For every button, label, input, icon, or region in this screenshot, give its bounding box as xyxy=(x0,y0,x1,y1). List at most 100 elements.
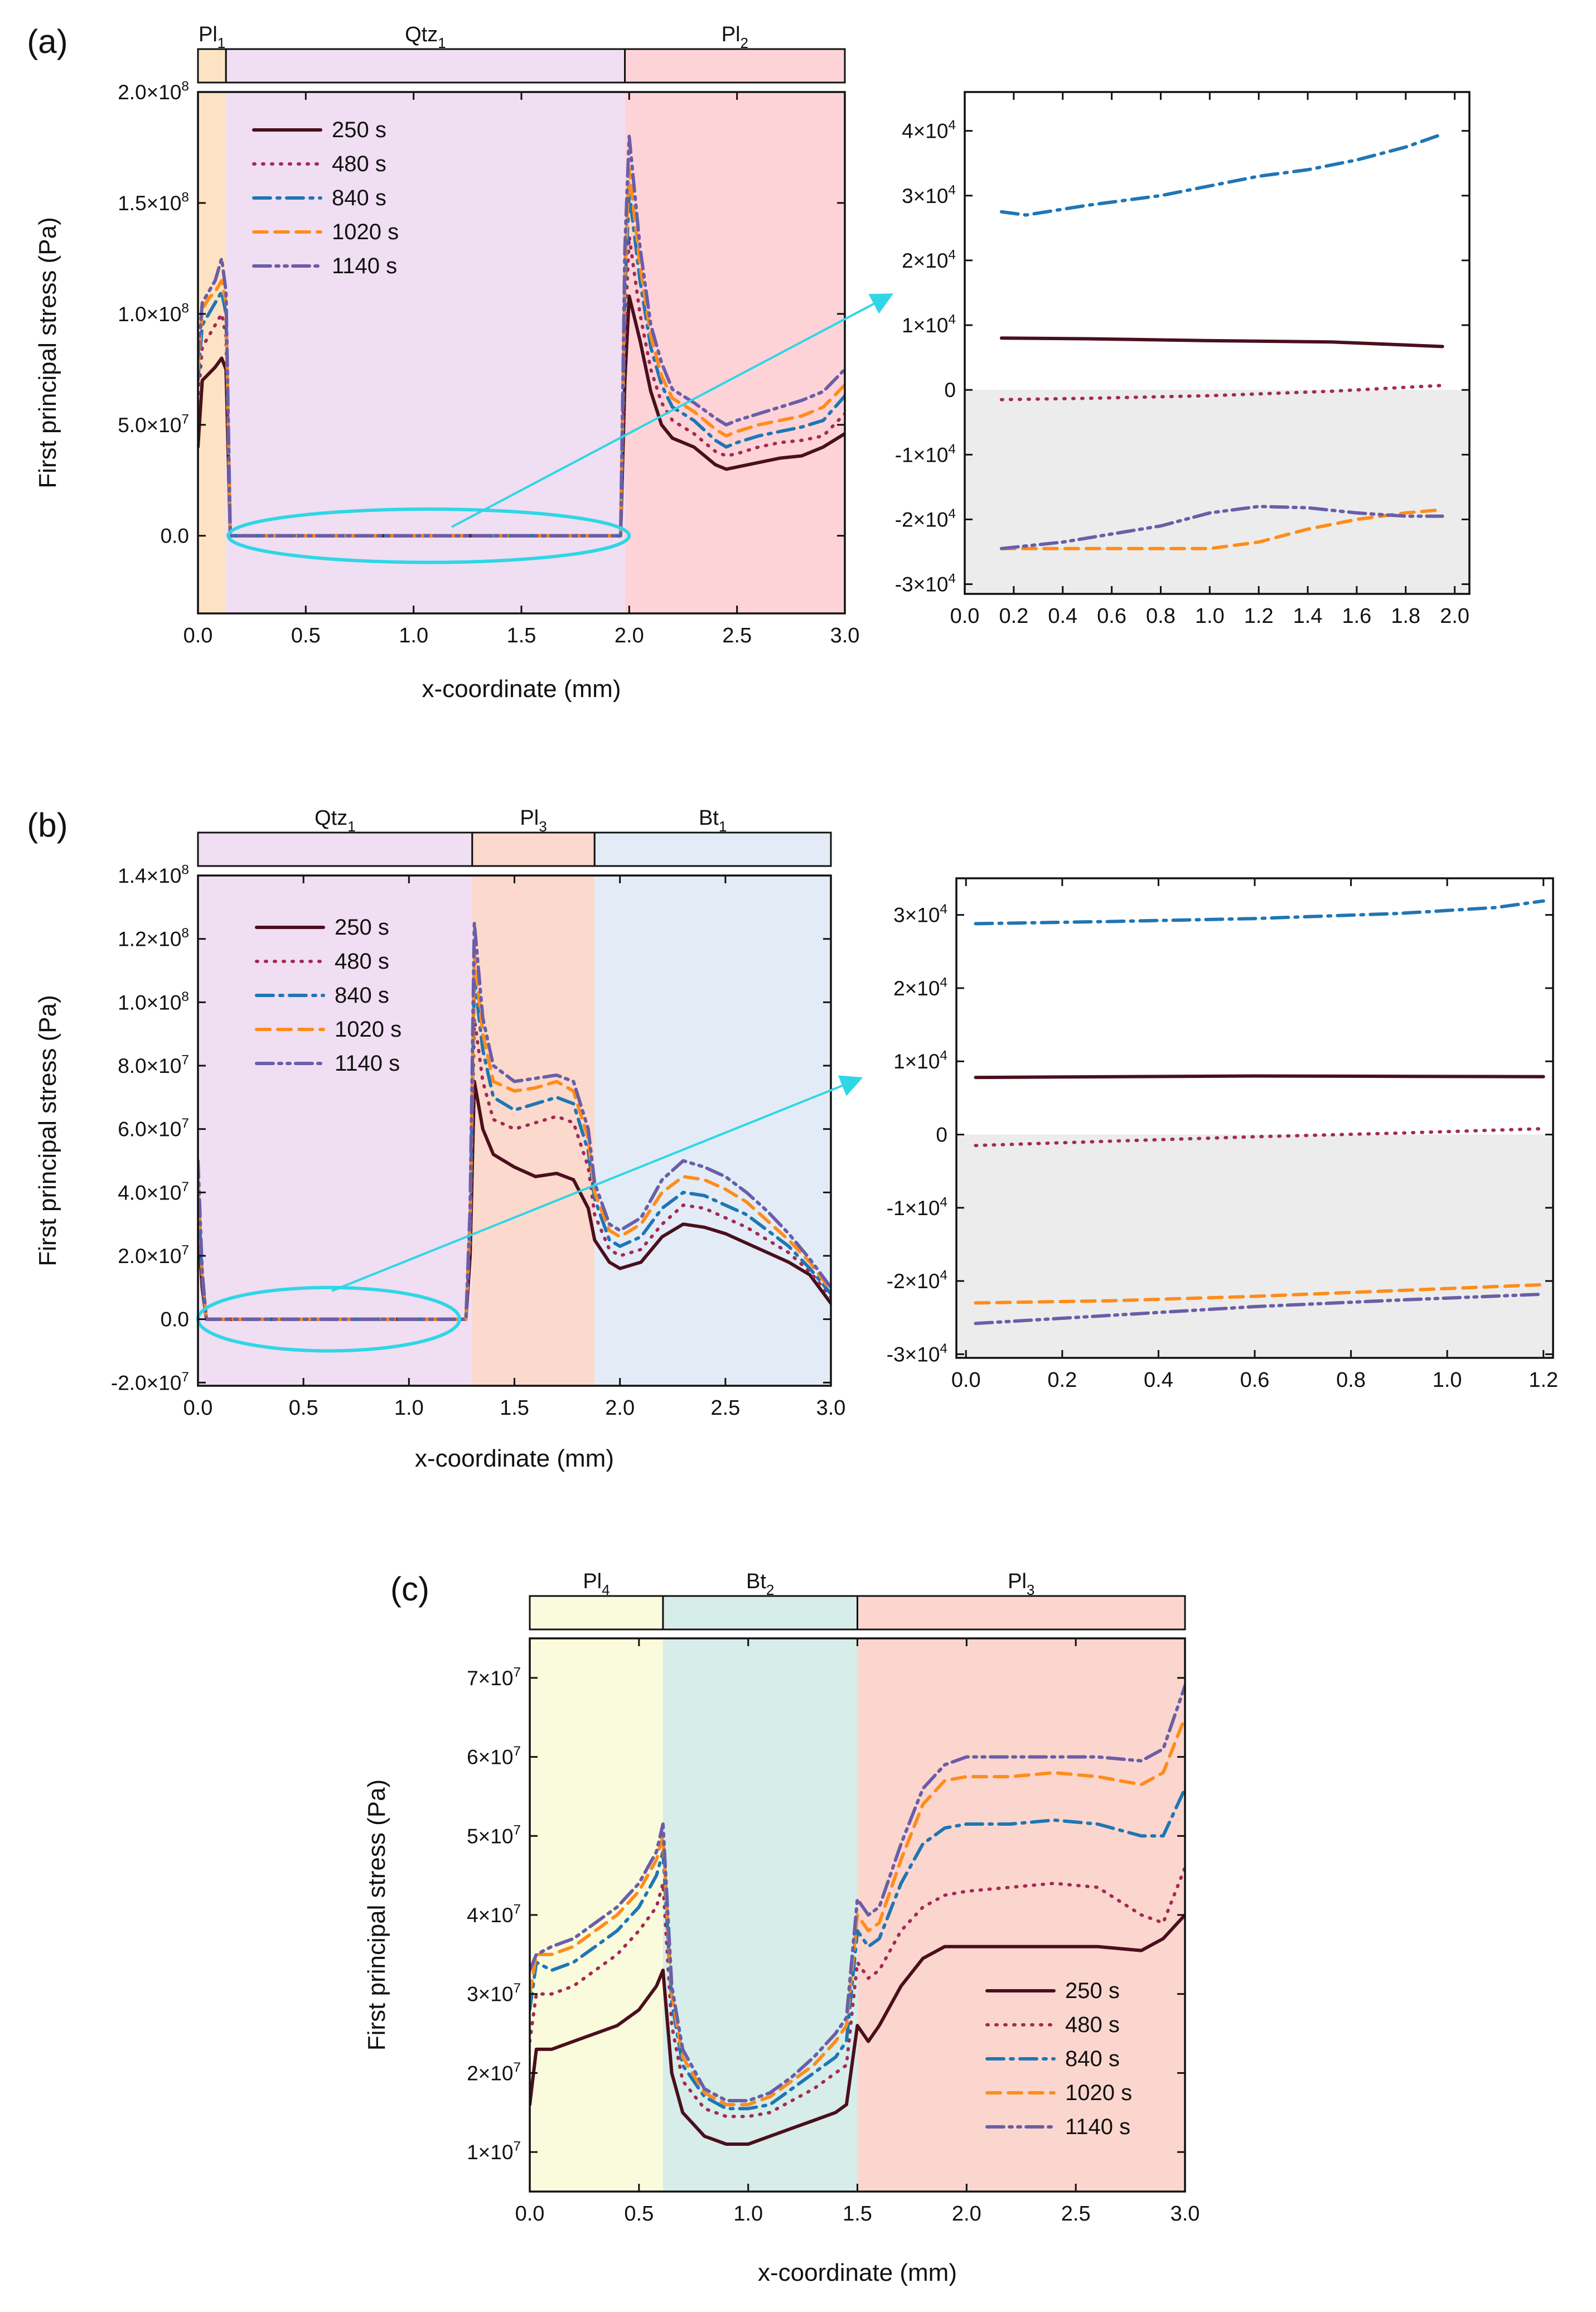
y-tick-label: 3×104 xyxy=(893,902,947,927)
y-tick-label: 4.0×107 xyxy=(118,1179,189,1205)
region-bg-pl4 xyxy=(530,1638,663,2192)
series-line-250s xyxy=(999,336,1444,349)
negative-stress-band xyxy=(965,390,1469,594)
series-line-250s xyxy=(974,1074,1545,1080)
y-tick-label: -1×104 xyxy=(887,1194,947,1220)
panel-letters: (a) (b) (c) xyxy=(27,23,429,1608)
y-tick-label: 0.0 xyxy=(161,1308,189,1331)
x-tick-label: 1.0 xyxy=(399,624,428,647)
y-axis-label: First principal stress (Pa) xyxy=(34,217,61,488)
x-tick-label: 1.2 xyxy=(1244,604,1274,628)
region-label-bt2: Bt2 xyxy=(746,1570,774,1598)
x-tick-label: 0.0 xyxy=(950,604,980,628)
y-tick-label: 1.0×108 xyxy=(118,301,189,326)
y-tick-label: 0 xyxy=(936,1124,947,1147)
region-label-pl3: Pl3 xyxy=(520,806,546,835)
legend-label: 1140 s xyxy=(332,254,397,278)
y-tick-label: -2×104 xyxy=(887,1268,947,1293)
legend-label: 1020 s xyxy=(1065,2081,1132,2105)
series-line-480s xyxy=(198,1016,831,1321)
series-line-250s xyxy=(198,294,845,538)
series-line-840s xyxy=(999,132,1444,217)
y-tick-label: -3×104 xyxy=(887,1341,947,1366)
y-tick-label: 2.0×108 xyxy=(118,79,189,104)
y-tick-label: 5.0×107 xyxy=(118,412,189,437)
region-label-qtz1: Qtz1 xyxy=(405,23,446,51)
region-bar-bt1 xyxy=(593,831,832,867)
series-line-840s xyxy=(198,190,845,538)
y-tick-label: 2.0×107 xyxy=(118,1242,189,1268)
series-line-1020s xyxy=(530,1715,1185,2107)
y-tick-label: 5×107 xyxy=(467,1823,521,1848)
x-tick-label: 1.5 xyxy=(843,2202,872,2226)
x-tick-label: 2.5 xyxy=(722,624,752,647)
y-tick-label: 0.0 xyxy=(161,525,189,548)
series-line-480s xyxy=(974,1127,1545,1148)
x-tick-label: 0.6 xyxy=(1097,604,1126,628)
series-group xyxy=(974,899,1545,1326)
y-tick-label: 1×104 xyxy=(893,1048,947,1073)
x-tick-label: 1.6 xyxy=(1342,604,1371,628)
y-tick-label: 3×104 xyxy=(902,182,956,207)
series-line-1140s xyxy=(198,921,831,1321)
y-tick-label: 0 xyxy=(944,379,956,402)
x-tick-label: 3.0 xyxy=(816,1396,846,1420)
region-bar-pl1 xyxy=(197,48,227,84)
x-axis-label: x-coordinate (mm) xyxy=(758,2259,957,2286)
series-line-480s xyxy=(999,384,1444,402)
series-line-480s xyxy=(198,234,845,538)
panel-letter-a: (a) xyxy=(27,23,67,60)
panel-letter-b: (b) xyxy=(27,806,67,844)
legend-label: 1140 s xyxy=(1065,2115,1130,2139)
panel-c-main-chart: Pl4 Bt2 Pl3 0.0 0.5 1.0 1.5 2.0 2.5 3.0 1×107 2×107… xyxy=(363,1570,1200,2286)
region-bg-qtz1 xyxy=(226,92,625,613)
x-tick-label: 0.4 xyxy=(1144,1368,1173,1392)
x-tick-label: 1.4 xyxy=(1293,604,1323,628)
y-tick-label: 1.4×108 xyxy=(118,862,189,887)
x-tick-label: 2.0 xyxy=(615,624,644,647)
region-bar-qtz1 xyxy=(197,831,473,867)
series-line-1140s xyxy=(974,1292,1545,1326)
legend-label: 480 s xyxy=(335,949,389,974)
legend-label: 840 s xyxy=(332,186,386,210)
zoom-ellipse xyxy=(226,507,631,564)
y-tick-label: 2×104 xyxy=(893,975,947,1000)
y-tick-label: -2×104 xyxy=(895,506,956,531)
series-line-1020s xyxy=(974,1283,1545,1305)
x-tick-label: 2.5 xyxy=(1061,2202,1091,2226)
x-tick-label: 0.5 xyxy=(291,624,321,647)
series-line-1140s xyxy=(999,505,1444,550)
panel-letter-c: (c) xyxy=(390,1570,429,1608)
x-tick-label: 1.0 xyxy=(1433,1368,1462,1392)
y-tick-label: 1.0×108 xyxy=(118,989,189,1014)
panel-b-zoom-chart: 0.0 0.2 0.4 0.6 0.8 1.0 1.2 -3×104 -2×104 -1×104 0… xyxy=(887,877,1558,1392)
legend-label: 840 s xyxy=(1065,2047,1120,2071)
x-tick-label: 1.2 xyxy=(1529,1368,1558,1392)
x-tick-label: 0.2 xyxy=(1047,1368,1077,1392)
zoom-arrow-b xyxy=(331,1075,863,1292)
series-line-1140s xyxy=(198,134,845,538)
y-tick-label: 4×107 xyxy=(467,1902,521,1927)
series-group xyxy=(198,134,845,538)
series-group xyxy=(198,921,831,1321)
x-tick-label: 0.8 xyxy=(1146,604,1176,628)
region-bar-bt2 xyxy=(662,1595,858,1631)
panel-a-main-chart: Pl1 Qtz1 Pl2 0.0 0.5 1.0 1.5 2.0 2.5 3.0 0.0 5.0×10… xyxy=(34,23,859,703)
region-label-pl4: Pl4 xyxy=(583,1570,610,1598)
x-tick-label: 0.0 xyxy=(515,2202,545,2226)
region-bar-pl3 xyxy=(857,1595,1186,1631)
region-bg-qtz1 xyxy=(198,876,472,1386)
x-tick-label: 0.6 xyxy=(1240,1368,1270,1392)
y-tick-label: 3×107 xyxy=(467,1981,521,2006)
region-bg-pl2 xyxy=(625,92,845,613)
series-line-840s xyxy=(530,1787,1185,2111)
region-bg-bt2 xyxy=(662,1638,858,2192)
y-tick-label: 4×104 xyxy=(902,118,956,143)
y-tick-label: 2×104 xyxy=(902,247,956,272)
series-line-250s xyxy=(530,1913,1185,2146)
region-label-pl1: Pl1 xyxy=(199,23,225,51)
y-tick-label: -2.0×107 xyxy=(111,1370,189,1395)
series-group xyxy=(999,132,1444,550)
